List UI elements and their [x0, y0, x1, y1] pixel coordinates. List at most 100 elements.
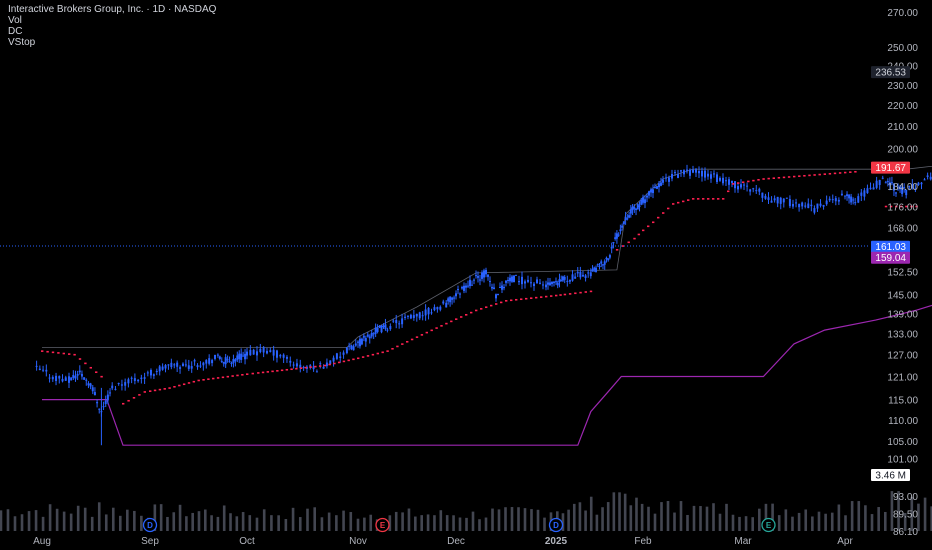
candle-body — [51, 376, 54, 380]
candle-body — [475, 275, 477, 277]
volume-bar — [647, 506, 650, 531]
event-circle — [375, 517, 390, 533]
candle-body — [850, 196, 853, 203]
volume-bar — [203, 509, 207, 531]
vstop-dot — [226, 375, 229, 378]
volume-bar — [692, 505, 696, 531]
candle-body — [791, 203, 794, 207]
candle-body — [392, 320, 395, 322]
candle-body — [776, 196, 779, 204]
candle-body — [430, 312, 433, 314]
vstop-dot — [722, 198, 725, 200]
candle-body — [716, 174, 718, 182]
event-markers[interactable]: DEDED — [142, 517, 932, 533]
candle-body — [275, 350, 278, 358]
y-tick-label-17: 110.00 — [888, 416, 918, 427]
candle-body — [591, 269, 594, 272]
candle-body — [64, 377, 67, 381]
vstop-dot — [132, 397, 136, 399]
candle-body — [449, 296, 452, 303]
candle-body — [920, 182, 923, 185]
vstop-dot — [803, 174, 806, 177]
candle-body — [70, 377, 73, 381]
vstop-dot — [642, 229, 645, 232]
candle-body — [607, 258, 610, 261]
candle-body — [635, 208, 638, 210]
volume-bar — [567, 509, 570, 531]
candle-body — [439, 306, 442, 310]
candle-body — [600, 261, 603, 264]
price-axis[interactable]: 270.00250.00240.00230.00220.00210.00200.… — [887, 8, 918, 538]
volume-tag: 3.46 M — [875, 471, 906, 482]
volume-bar — [504, 507, 507, 531]
y-tick-label-18: 105.00 — [887, 437, 918, 448]
vstop-dot — [410, 338, 414, 341]
candle-body — [536, 279, 538, 284]
volume-bar — [327, 512, 331, 531]
volume-bar — [388, 515, 392, 531]
volume-bar — [172, 512, 176, 531]
vstop-dot — [460, 316, 463, 318]
vstop-dot — [652, 221, 655, 224]
volume-bar — [923, 497, 927, 531]
indicator-vstop-label[interactable]: VStop — [8, 37, 36, 48]
candle-body — [329, 360, 332, 364]
candle-body — [501, 285, 503, 290]
candle-body — [656, 186, 658, 189]
volume-bar — [744, 516, 748, 531]
vstop-dot — [584, 291, 587, 293]
event-marker-0[interactable]: D — [142, 517, 158, 533]
chart-title[interactable]: Interactive Brokers Group, Inc. · 1D · N… — [8, 4, 217, 15]
x-tick-label-5: 2025 — [545, 536, 568, 547]
candle-body — [881, 177, 884, 179]
candle-body — [224, 357, 227, 365]
volume-bar — [270, 515, 273, 531]
candle-body — [505, 280, 507, 283]
volume-bar — [210, 515, 213, 531]
vstop-dot — [143, 391, 146, 393]
candle-body — [917, 182, 920, 185]
candle-body — [325, 362, 328, 367]
event-marker-1[interactable]: E — [375, 517, 390, 533]
candle-body — [615, 233, 618, 239]
volume-bar — [426, 514, 430, 531]
volume-bar — [635, 497, 638, 531]
candle-body — [418, 312, 421, 319]
candle-body — [610, 246, 613, 249]
vstop-dot — [100, 375, 103, 378]
vstop-dot — [677, 201, 680, 204]
indicator-dc-label[interactable]: DC — [8, 26, 23, 37]
candle-body — [644, 199, 646, 204]
candle-body — [648, 191, 650, 196]
candle-body — [553, 281, 555, 283]
indicator-vol-label[interactable]: Vol — [8, 15, 22, 26]
candle-body — [813, 208, 816, 213]
event-marker-2[interactable]: D — [548, 517, 564, 533]
vstop-dot — [371, 353, 375, 356]
candle-body — [886, 180, 889, 182]
candle-body — [866, 188, 869, 194]
candle-body — [234, 359, 237, 362]
volume-bar — [335, 515, 338, 531]
volume-bar — [76, 505, 80, 531]
volume-bar — [572, 503, 576, 531]
candle-body — [722, 177, 724, 184]
candle-body — [409, 314, 412, 319]
candle-body — [831, 199, 834, 201]
volume-bar — [235, 516, 239, 531]
volume-bar — [277, 515, 280, 531]
event-marker-3[interactable]: E — [761, 517, 776, 533]
vstop-dot — [535, 296, 538, 299]
candle-body — [255, 351, 258, 356]
candle-body — [844, 195, 846, 197]
candle-body — [72, 374, 75, 378]
volume-bar — [394, 511, 398, 531]
vstop-dot — [430, 329, 433, 332]
volume-bar — [771, 503, 774, 531]
candle-body — [354, 343, 357, 346]
candle-body — [574, 276, 577, 279]
vstop-dot — [737, 182, 740, 184]
time-axis[interactable]: Aug Sep Oct Nov Dec 2025 Feb Mar Apr — [33, 536, 853, 547]
candle-body — [734, 181, 736, 189]
